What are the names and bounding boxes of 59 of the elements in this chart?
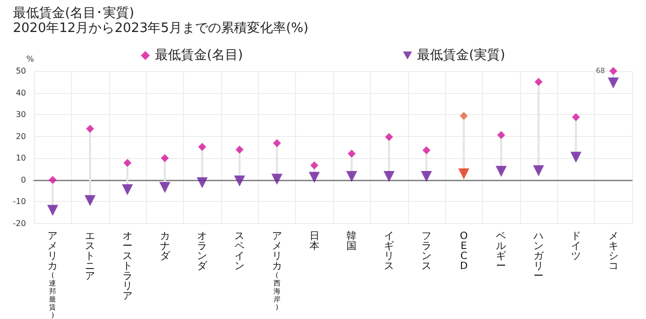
point [496, 166, 507, 177]
point [84, 195, 96, 206]
point [385, 133, 394, 142]
point [534, 78, 543, 86]
y-tick-label: -20 [12, 219, 26, 228]
y-tick-label: 10 [16, 154, 26, 163]
point [609, 67, 618, 75]
x-tick-label: ハンガリー [532, 231, 545, 282]
point [458, 168, 470, 180]
x-tick-label: オーストラリア [122, 231, 132, 302]
x-tick-label: ベルギー [496, 231, 506, 272]
point [346, 170, 358, 182]
point [533, 165, 544, 176]
x-tick-label: フランス [421, 231, 432, 272]
point [48, 176, 57, 184]
point [460, 112, 468, 120]
y-axis-title: % [26, 54, 34, 64]
legend-label: 最低賃金(実質) [417, 47, 506, 63]
point [308, 172, 320, 183]
y-tick-label: -10 [12, 197, 26, 206]
chart-subtitle: 2020年12月から2023年5月までの累積変化率(%) [13, 20, 308, 36]
x-tick-label: カナダ [160, 231, 171, 262]
point [310, 161, 318, 170]
y-tick-label: 30 [16, 110, 26, 120]
y-tick-label: 0 [20, 175, 26, 184]
x-tick-label: OECD [460, 231, 468, 272]
point [271, 174, 282, 185]
x-tick-label: スペイン [234, 231, 245, 272]
point [47, 204, 58, 216]
point [236, 146, 244, 154]
y-tick-label: 50 [16, 66, 26, 76]
point [422, 146, 430, 154]
chart-title: 最低賃金(名目･実質) [13, 5, 134, 21]
point [348, 150, 356, 158]
point [570, 152, 582, 163]
point [572, 113, 580, 122]
point [497, 131, 506, 140]
point [608, 77, 619, 88]
x-tick-label: ドイツ [570, 231, 581, 262]
point [123, 158, 132, 167]
y-tick-label: 20 [16, 132, 26, 141]
point [272, 139, 281, 148]
point [198, 142, 206, 151]
x-tick-label: エストニア [85, 231, 96, 282]
x-tick-label: 日本 [309, 231, 320, 252]
x-tick-label: メキシコ [608, 231, 618, 272]
point [384, 170, 395, 182]
point [122, 184, 133, 196]
point [159, 182, 170, 194]
x-tick-label: 韓国 [346, 230, 357, 252]
point [160, 154, 169, 162]
point [196, 177, 208, 188]
point [86, 124, 94, 133]
x-tick-label: イギリス [384, 231, 394, 272]
point [420, 170, 432, 182]
legend-label: 最低賃金(名目) [154, 48, 244, 63]
y-tick-label: 40 [16, 88, 26, 98]
x-tick-label: オランダ [197, 231, 208, 272]
point [234, 176, 246, 187]
